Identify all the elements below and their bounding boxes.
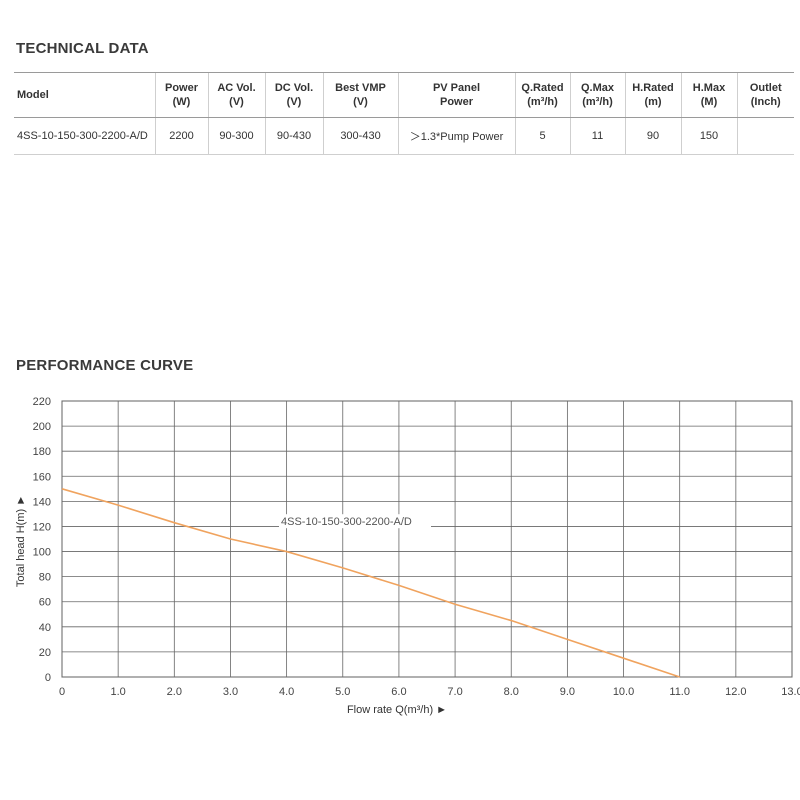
y-tick-label: 0 xyxy=(45,672,51,684)
table-row: 4SS-10-150-300-2200-A/D 2200 90-300 90-4… xyxy=(14,117,794,155)
y-tick-label: 220 xyxy=(33,396,51,408)
cell-dc-vol: 90-430 xyxy=(264,117,323,155)
performance-chart: 0 1.0 2.0 3.0 4.0 5.0 6.0 7.0 8.0 9.0 10.0 11.0 12.0… xyxy=(15,396,800,716)
y-tick-label: 20 xyxy=(39,647,51,659)
technical-data-table: Model Power (W) AC Vol. (V) DC Vol. (V) Bes… xyxy=(14,72,794,155)
x-tick-label: 0 xyxy=(59,686,65,698)
cell-h-rated: 90 xyxy=(624,117,681,155)
y-tick-label: 180 xyxy=(33,446,51,458)
technical-data-title: TECHNICAL DATA xyxy=(16,40,149,57)
header-power: Power (W) xyxy=(154,72,208,118)
header-q-rated: Q.Rated (m³/h) xyxy=(514,72,570,118)
header-h-rated: H.Rated (m) xyxy=(624,72,681,118)
y-tick-label: 40 xyxy=(39,622,51,634)
header-pv-panel-power: PV Panel Power xyxy=(397,72,515,118)
y-tick-label: 200 xyxy=(33,421,51,433)
y-tick-label: 80 xyxy=(39,572,51,584)
x-tick-label: 2.0 xyxy=(167,686,182,698)
x-tick-label: 10.0 xyxy=(613,686,634,698)
cell-pv-panel-power: ＞1.3*Pump Power xyxy=(397,117,515,155)
series-label: 4SS-10-150-300-2200-A/D xyxy=(281,516,412,528)
series-label-bg xyxy=(279,514,431,529)
x-tick-label: 6.0 xyxy=(391,686,406,698)
header-dc-vol: DC Vol. (V) xyxy=(264,72,323,118)
x-tick-label: 7.0 xyxy=(447,686,462,698)
series-line xyxy=(61,488,680,678)
plot-frame xyxy=(61,400,793,678)
y-axis-title: Total head H(m) ► xyxy=(15,495,27,587)
cell-model: 4SS-10-150-300-2200-A/D xyxy=(14,117,155,155)
table-header-row: Model Power (W) AC Vol. (V) DC Vol. (V) Bes… xyxy=(14,72,794,118)
header-best-vmp: Best VMP (V) xyxy=(322,72,398,118)
cell-power: 2200 xyxy=(154,117,208,155)
x-tick-label: 13.0 xyxy=(781,686,800,698)
x-tick-label: 9.0 xyxy=(560,686,575,698)
header-model: Model xyxy=(14,72,155,118)
performance-curve-title: PERFORMANCE CURVE xyxy=(16,357,194,374)
x-tick-label: 4.0 xyxy=(279,686,294,698)
x-tick-label: 5.0 xyxy=(335,686,350,698)
y-tick-label: 60 xyxy=(39,597,51,609)
header-h-max: H.Max (M) xyxy=(680,72,737,118)
header-q-max: Q.Max (m³/h) xyxy=(569,72,625,118)
x-tick-label: 3.0 xyxy=(223,686,238,698)
y-tick-label: 140 xyxy=(33,496,51,508)
header-ac-vol: AC Vol. (V) xyxy=(207,72,265,118)
x-tick-label: 11.0 xyxy=(669,686,690,698)
cell-h-max: 150 xyxy=(680,117,737,155)
cell-ac-vol: 90-300 xyxy=(207,117,265,155)
x-tick-label: 1.0 xyxy=(111,686,126,698)
x-tick-label: 8.0 xyxy=(504,686,519,698)
y-tick-label: 160 xyxy=(33,471,51,483)
cell-q-max: 11 xyxy=(569,117,625,155)
cell-outlet xyxy=(736,117,794,155)
header-outlet: Outlet (Inch) xyxy=(736,72,794,118)
x-tick-label: 12.0 xyxy=(725,686,746,698)
y-tick-label: 120 xyxy=(33,521,51,533)
y-tick-label: 100 xyxy=(33,547,51,559)
x-axis-title: Flow rate Q(m³/h) ► xyxy=(347,704,447,716)
cell-q-rated: 5 xyxy=(514,117,570,155)
cell-best-vmp: 300-430 xyxy=(322,117,398,155)
